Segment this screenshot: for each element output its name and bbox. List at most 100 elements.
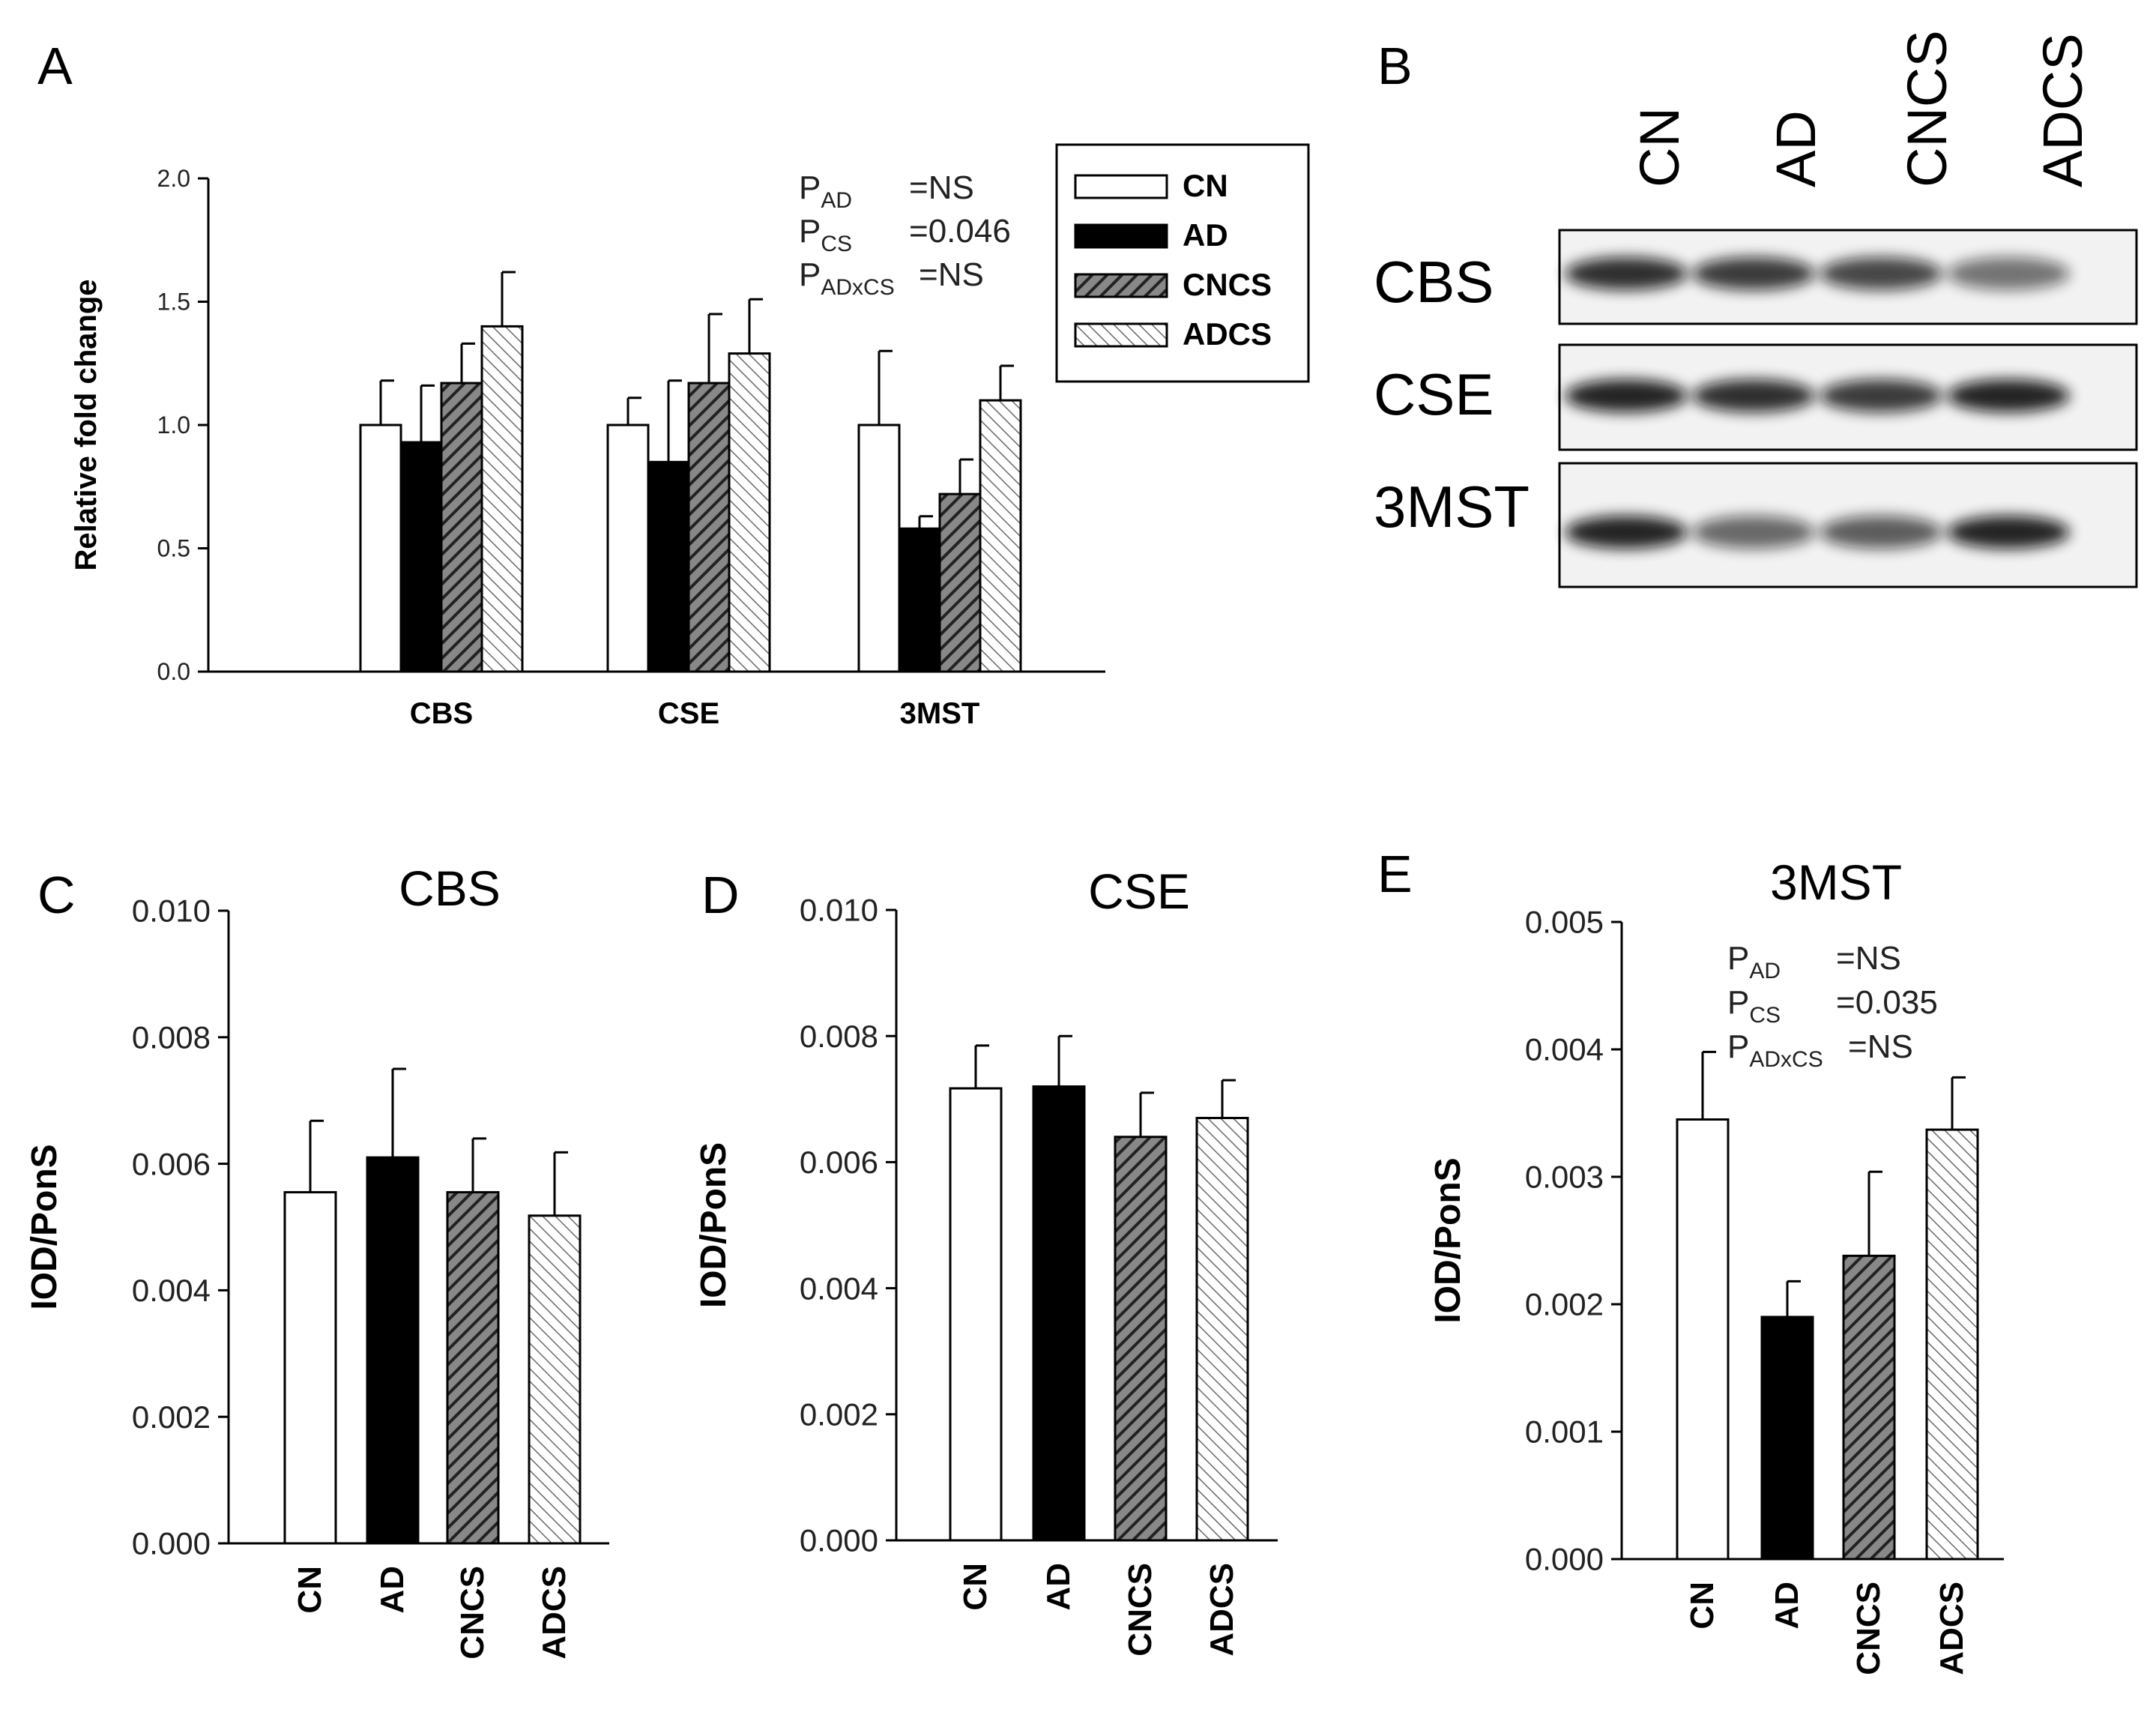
blot-bands — [1565, 257, 2070, 549]
chart-d-bar-adcs — [1195, 1117, 1249, 1542]
chart-e-ytick-label: 0.002 — [1525, 1287, 1604, 1322]
chart-a-y-axis-label: Relative fold change — [70, 280, 103, 571]
panel-label-e: E — [1377, 845, 1413, 903]
chart-c-bar-ad — [366, 1156, 420, 1545]
stats-a-line-3: PADxCS — [799, 256, 895, 300]
band-cbs-ad — [1692, 257, 1815, 290]
band-3mst-adcs — [1947, 516, 2070, 549]
chart-e-x-label-cn: CN — [1684, 1582, 1721, 1630]
legend-a: CN AD CNCS ADCS — [1055, 143, 1310, 383]
chart-d-bar-cn — [949, 1087, 1003, 1542]
lane-label-adcs: ADCS — [2032, 33, 2094, 187]
chart-e-x-label-cncs: CNCS — [1850, 1582, 1887, 1675]
chart-d-x-label-adcs: ADCS — [1204, 1563, 1240, 1657]
chart-d-y-axis-label: IOD/PonS — [694, 1142, 734, 1308]
chart-c-x-label-cncs: CNCS — [454, 1566, 491, 1660]
stats-e-value-2: =0.035 — [1836, 984, 1938, 1021]
chart-e: 0.000 0.001 0.002 0.003 0.004 0.005 IOD/PonS 3M… — [1428, 855, 2004, 1675]
chart-e-bar-cn — [1676, 1118, 1730, 1561]
bar-3mst-adcs — [979, 399, 1022, 673]
chart-d-title: CSE — [1088, 863, 1190, 919]
stats-a-line-1: PAD — [799, 169, 852, 213]
chart-e-y-axis-label: IOD/PonS — [1428, 1157, 1468, 1323]
chart-e-bar-cncs — [1842, 1254, 1896, 1561]
chart-e-x-label-ad: AD — [1769, 1582, 1805, 1630]
chart-d-bar-ad — [1032, 1085, 1086, 1542]
band-3mst-cncs — [1820, 516, 1942, 549]
chart-d-ytick-label: 0.004 — [800, 1271, 878, 1306]
legend-swatch-cncs — [1074, 273, 1168, 298]
chart-c-ytick-label: 0.000 — [132, 1526, 211, 1561]
chart-c-ytick-label: 0.002 — [132, 1399, 211, 1435]
bar-3mst-cncs — [938, 492, 982, 673]
chart-a-ytick-label: 1.5 — [157, 289, 190, 316]
x-label-cse: CSE — [658, 697, 719, 730]
blot-row-label-3mst: 3MST — [1374, 474, 1530, 540]
chart-d-ytick-label: 0.006 — [800, 1145, 878, 1180]
chart-e-ytick-label: 0.000 — [1525, 1542, 1604, 1577]
legend-label-cn: CN — [1183, 168, 1228, 203]
bar-3mst-cn — [857, 424, 901, 673]
lane-label-cn: CN — [1628, 107, 1691, 187]
chart-d-ytick-label: 0.000 — [800, 1523, 878, 1558]
blot-row-label-cbs: CBS — [1374, 249, 1494, 315]
stats-a-value-2: =0.046 — [909, 213, 1011, 250]
band-cbs-cn — [1565, 257, 1688, 290]
chart-d-bar-cncs — [1114, 1136, 1168, 1542]
band-cbs-adcs — [1947, 257, 2070, 290]
bar-cbs-ad — [399, 441, 443, 673]
stats-a-value-3: =NS — [919, 256, 984, 293]
chart-c-bar-cn — [283, 1191, 337, 1545]
blot-row-label-cse: CSE — [1374, 361, 1494, 427]
chart-e-ytick-label: 0.005 — [1525, 905, 1604, 940]
chart-c-x-label-adcs: ADCS — [536, 1566, 573, 1660]
chart-d-ytick-label: 0.010 — [800, 893, 878, 928]
chart-a-ytick-label: 1.0 — [157, 412, 190, 438]
chart-a-ytick-label: 0.5 — [157, 535, 190, 562]
chart-a-ytick-label: 0.0 — [157, 658, 190, 685]
chart-d: 0.000 0.002 0.004 0.006 0.008 0.010 IOD/PonS CS… — [694, 863, 1278, 1657]
chart-c-x-label-ad: AD — [374, 1566, 411, 1614]
bar-cbs-cn — [359, 424, 402, 673]
chart-d-ytick-label: 0.002 — [800, 1397, 878, 1432]
legend-swatch-adcs — [1074, 322, 1168, 348]
chart-e-title: 3MST — [1770, 855, 1902, 910]
band-cse-cn — [1565, 379, 1688, 412]
chart-e-x-label-adcs: ADCS — [1933, 1582, 1970, 1675]
chart-e-ytick-label: 0.001 — [1525, 1414, 1604, 1450]
chart-d-x-label-ad: AD — [1040, 1563, 1077, 1611]
chart-d-x-label-cncs: CNCS — [1122, 1563, 1159, 1657]
chart-d-ytick-label: 0.008 — [800, 1019, 878, 1054]
legend-swatch-cn — [1074, 174, 1168, 199]
western-blot: CN AD CNCS ADCS CBS CSE 3MST — [1374, 30, 2138, 588]
bar-cse-cncs — [687, 382, 731, 673]
legend-swatch-ad — [1074, 223, 1168, 249]
chart-d-x-label-cn: CN — [957, 1563, 994, 1611]
chart-e-bar-adcs — [1925, 1128, 1979, 1561]
band-3mst-cn — [1565, 516, 1688, 549]
chart-e-bar-ad — [1760, 1315, 1814, 1561]
stats-e-value-3: =NS — [1848, 1028, 1913, 1065]
panel-label-c: C — [37, 866, 76, 924]
bar-3mst-ad — [898, 527, 941, 673]
chart-c-bar-cncs — [446, 1191, 500, 1545]
chart-c-bar-adcs — [528, 1214, 582, 1545]
stats-e-line-1: PAD — [1727, 940, 1781, 983]
bar-cse-ad — [647, 460, 690, 673]
band-cbs-cncs — [1820, 257, 1942, 290]
lane-label-ad: AD — [1765, 110, 1827, 187]
stats-e-value-1: =NS — [1836, 940, 1901, 977]
band-cse-ad — [1692, 379, 1815, 412]
legend-label-ad: AD — [1183, 217, 1228, 253]
chart-c-ytick-label: 0.008 — [132, 1020, 211, 1055]
band-3mst-ad — [1692, 516, 1815, 549]
panel-label-a: A — [37, 37, 73, 95]
band-cse-cncs — [1820, 379, 1942, 412]
x-label-cbs: CBS — [410, 697, 473, 730]
stats-a-line-2: PCS — [799, 213, 852, 256]
panel-label-b: B — [1377, 37, 1413, 95]
chart-c-ytick-label: 0.010 — [132, 893, 211, 929]
chart-c-y-axis-label: IOD/PonS — [25, 1144, 64, 1309]
chart-c-ytick-label: 0.004 — [132, 1273, 211, 1308]
